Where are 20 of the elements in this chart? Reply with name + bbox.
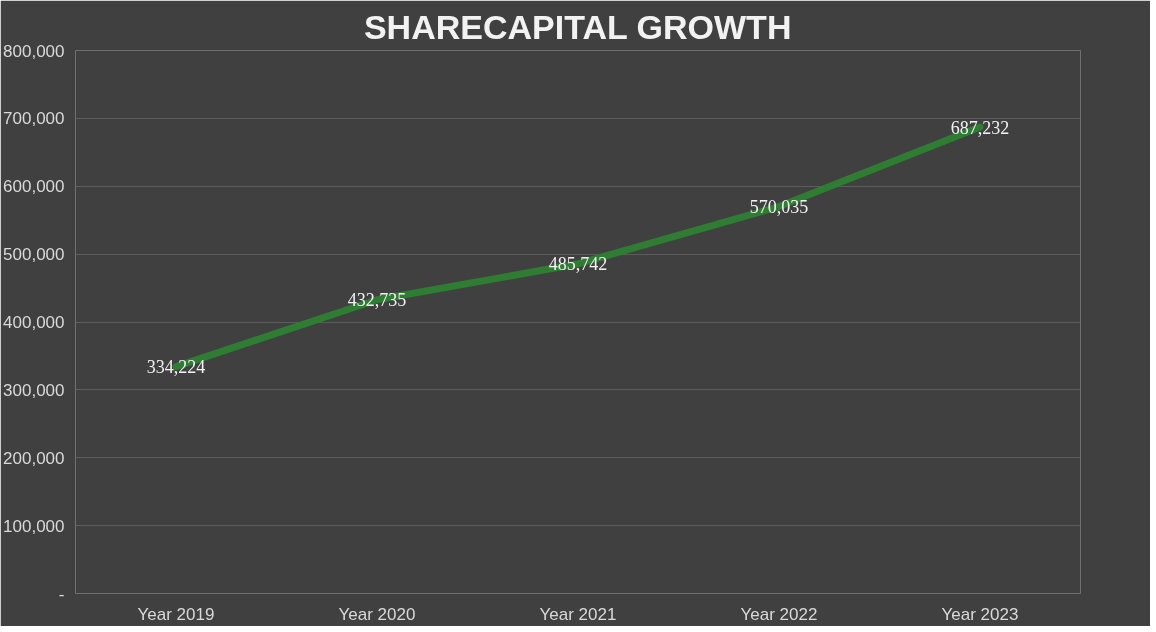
x-tick-label: Year 2022	[740, 604, 818, 624]
x-tick-label: Year 2023	[941, 604, 1019, 624]
data-label: 570,035	[749, 197, 809, 218]
data-label: 432,735	[347, 290, 407, 311]
chart-title: SHARECAPITAL GROWTH	[363, 7, 792, 46]
x-tick-label: Year 2020	[338, 604, 416, 624]
y-tick-label: 100,000	[3, 516, 65, 536]
y-tick-label: 300,000	[3, 380, 65, 400]
y-tick-label: 500,000	[3, 245, 65, 265]
y-tick-label: -	[58, 584, 65, 604]
y-tick-label: 600,000	[3, 177, 65, 197]
data-label: 485,742	[548, 254, 608, 275]
y-tick-label: 800,000	[3, 41, 65, 61]
x-tick-label: Year 2021	[539, 604, 617, 624]
data-label: 687,232	[950, 117, 1010, 138]
data-label: 334,224	[146, 357, 206, 378]
y-tick-label: 200,000	[3, 448, 65, 468]
y-tick-label: 400,000	[3, 313, 65, 332]
y-tick-label: 700,000	[3, 109, 65, 129]
x-tick-label: Year 2019	[137, 604, 215, 624]
